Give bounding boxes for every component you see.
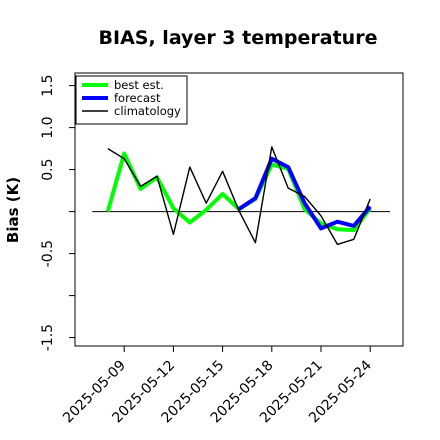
series-line-best-est: [105, 151, 372, 233]
y-tick-label: -0.5: [40, 240, 56, 267]
chart-title: BIAS, layer 3 temperature: [99, 27, 378, 49]
y-tick-label: 1.0: [40, 116, 56, 138]
legend-label-forecast: forecast: [114, 91, 161, 105]
series-line-climatology: [107, 146, 371, 246]
legend-label-best-est: best est.: [114, 78, 164, 92]
y-tick-label: 1.5: [40, 74, 56, 96]
series-line-forecast: [237, 156, 372, 231]
y-axis-label: Bias (K): [4, 177, 22, 243]
plot-frame: [74, 72, 404, 347]
y-tick-label: -1.5: [40, 324, 56, 351]
y-tick-label: 0.5: [40, 158, 56, 180]
legend-label-climatology: climatology: [114, 104, 181, 118]
